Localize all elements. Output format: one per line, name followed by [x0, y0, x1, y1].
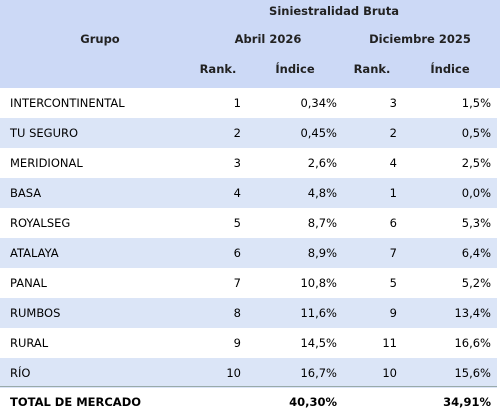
index: 10,8% — [300, 276, 337, 290]
index: 16,7% — [300, 366, 337, 380]
index: 0,34% — [300, 96, 337, 110]
table-row: ROYALSEG 5 8,7% 6 5,3% — [0, 208, 497, 238]
index: 4,8% — [307, 186, 337, 200]
rank: 10 — [382, 366, 397, 380]
index: 2,5% — [461, 156, 491, 170]
rank: 5 — [233, 216, 241, 230]
group-title: Siniestralidad Bruta — [269, 4, 399, 18]
rank: 4 — [389, 156, 397, 170]
index: 5,2% — [461, 276, 491, 290]
group-name: MERIDIONAL — [10, 156, 83, 170]
rank: 8 — [233, 306, 241, 320]
rank: 11 — [382, 336, 397, 350]
table-row: PANAL 7 10,8% 5 5,2% — [0, 268, 497, 298]
rank: 3 — [389, 96, 397, 110]
rank: 2 — [233, 126, 241, 140]
index: 8,9% — [307, 246, 337, 260]
table-row: RÍO 10 16,7% 10 15,6% — [0, 358, 497, 388]
group-name: PANAL — [10, 276, 47, 290]
index: 6,4% — [461, 246, 491, 260]
rank: 1 — [389, 186, 397, 200]
total-value: 40,30% — [289, 395, 337, 409]
total-row: TOTAL DE MERCADO 40,30% 34,91% — [0, 386, 497, 417]
rank: 10 — [226, 366, 241, 380]
table-row: MERIDIONAL 3 2,6% 4 2,5% — [0, 148, 497, 178]
rank: 5 — [389, 276, 397, 290]
index: 0,5% — [461, 126, 491, 140]
table-row: TU SEGURO 2 0,45% 2 0,5% — [0, 118, 497, 148]
rank: 9 — [233, 336, 241, 350]
index: 1,5% — [461, 96, 491, 110]
rank: 7 — [389, 246, 397, 260]
period-header: Diciembre 2025 — [369, 32, 471, 46]
total-value: 34,91% — [443, 395, 491, 409]
table-row: RUMBOS 8 11,6% 9 13,4% — [0, 298, 497, 328]
table-row: ATALAYA 6 8,9% 7 6,4% — [0, 238, 497, 268]
index: 14,5% — [300, 336, 337, 350]
table-row: BASA 4 4,8% 1 0,0% — [0, 178, 497, 208]
table-row: INTERCONTINENTAL 1 0,34% 3 1,5% — [0, 88, 497, 118]
column-header: Índice — [275, 62, 315, 76]
index: 2,6% — [307, 156, 337, 170]
column-header: Índice — [430, 62, 470, 76]
rank: 4 — [233, 186, 241, 200]
index: 0,45% — [300, 126, 337, 140]
rank: 6 — [233, 246, 241, 260]
rank: 9 — [389, 306, 397, 320]
rank: 3 — [233, 156, 241, 170]
group-name: ROYALSEG — [10, 216, 71, 230]
column-header: Rank. — [199, 62, 237, 76]
group-name: RURAL — [10, 336, 49, 350]
index: 16,6% — [454, 336, 491, 350]
group-name: TU SEGURO — [10, 126, 79, 140]
index: 0,0% — [461, 186, 491, 200]
index: 15,6% — [454, 366, 491, 380]
group-name: RUMBOS — [10, 306, 61, 320]
rank: 7 — [233, 276, 241, 290]
header-background — [0, 0, 500, 88]
table-row: RURAL 9 14,5% 11 16,6% — [0, 328, 497, 358]
total-label: TOTAL DE MERCADO — [10, 395, 142, 409]
index: 5,3% — [461, 216, 491, 230]
index: 8,7% — [307, 216, 337, 230]
group-name: RÍO — [10, 366, 31, 380]
group-header: Grupo — [80, 32, 120, 46]
rank: 6 — [389, 216, 397, 230]
index: 11,6% — [300, 306, 337, 320]
index: 13,4% — [454, 306, 491, 320]
group-name: BASA — [10, 186, 42, 200]
rank: 1 — [233, 96, 241, 110]
period-header: Abril 2026 — [234, 32, 302, 46]
group-name: ATALAYA — [10, 246, 59, 260]
group-name: INTERCONTINENTAL — [10, 96, 125, 110]
column-header: Rank. — [353, 62, 391, 76]
rank: 2 — [389, 126, 397, 140]
